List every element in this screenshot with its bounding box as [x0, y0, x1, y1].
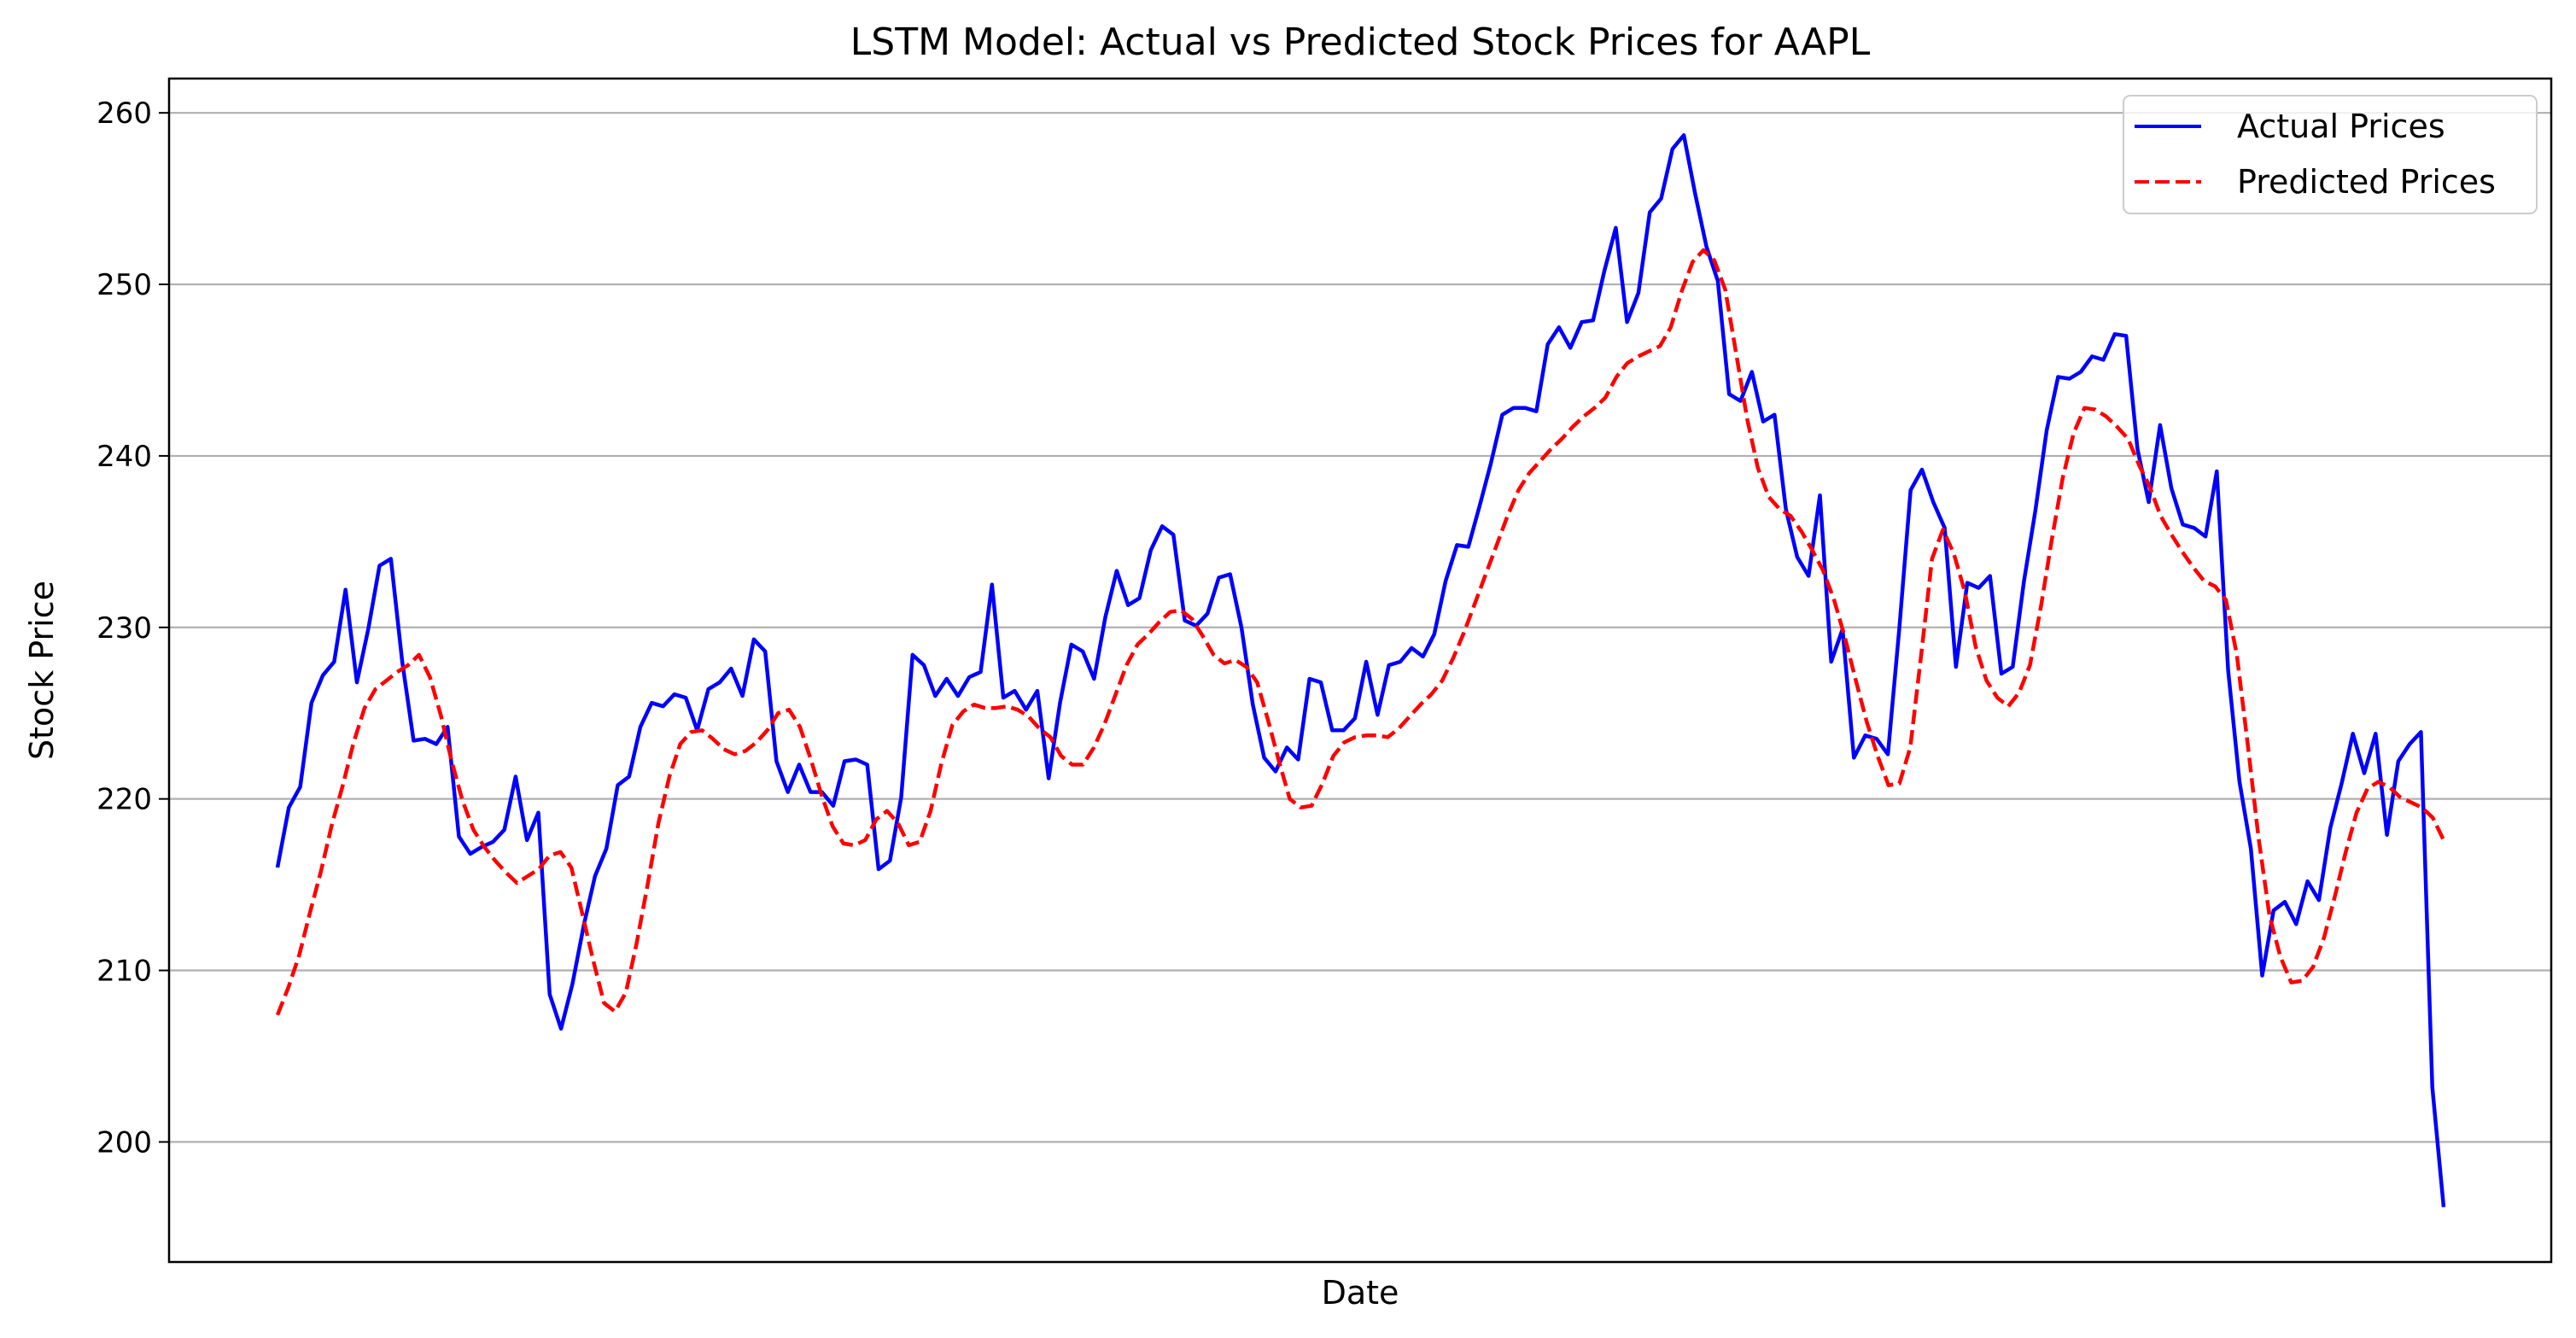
legend: Actual Prices Predicted Prices: [2123, 95, 2538, 214]
chart-title: LSTM Model: Actual vs Predicted Stock Pr…: [850, 20, 1871, 64]
y-tick-label: 240: [96, 440, 152, 474]
legend-box: [2123, 95, 2538, 214]
y-tick-label: 200: [96, 1125, 152, 1160]
legend-label-predicted: Predicted Prices: [2237, 163, 2496, 201]
y-tick-label: 210: [96, 955, 152, 989]
x-axis-label: Date: [1322, 1274, 1399, 1312]
legend-label-actual: Actual Prices: [2237, 108, 2445, 145]
y-tick-label: 250: [96, 268, 152, 302]
plot-frame: [167, 77, 2553, 1264]
series-line-predicted: [275, 248, 2446, 1016]
y-axis-label: Stock Price: [23, 581, 61, 760]
series-lines: [275, 133, 2446, 1207]
y-tick-label: 260: [96, 96, 152, 131]
y-tick-label: 220: [96, 783, 152, 817]
y-gridlines: [169, 112, 2551, 1143]
y-tick-label: 230: [96, 611, 152, 646]
y-axis-ticks: 200 210 220 230 240 250 260: [96, 96, 169, 1160]
series-line-actual: [275, 133, 2446, 1207]
